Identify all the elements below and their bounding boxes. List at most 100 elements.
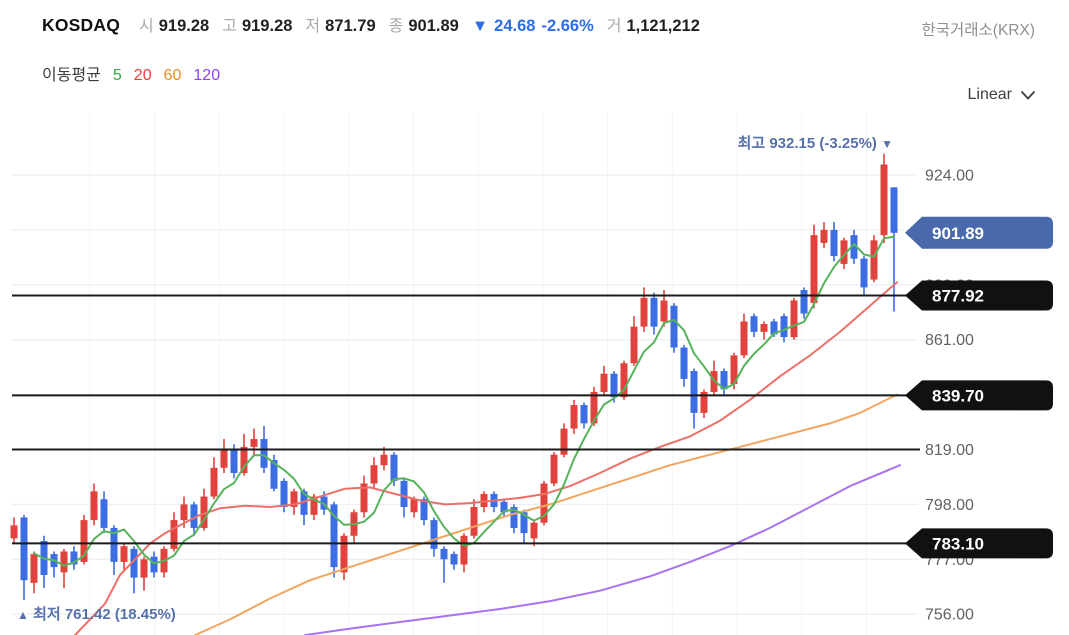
- low-percent: (18.45%): [114, 606, 176, 623]
- scale-selector-label: Linear: [967, 86, 1012, 103]
- candle-body: [460, 535, 468, 565]
- high-percent: (-3.25%): [819, 135, 877, 152]
- candle-body: [240, 446, 248, 474]
- ma120-toggle[interactable]: 120: [193, 67, 221, 84]
- candle-body: [60, 551, 68, 573]
- candle-body: [520, 512, 528, 534]
- candle-body: [530, 522, 538, 539]
- high-value: 932.15: [769, 135, 816, 152]
- quote-header: KOSDAQ 시 919.28 고 919.28 저 871.79 종 901.…: [42, 12, 700, 36]
- candle-body: [470, 507, 478, 536]
- candle-body: [130, 548, 138, 578]
- low-label: 최저: [33, 606, 61, 623]
- high-label: 최고: [737, 135, 766, 152]
- candle-body: [600, 373, 608, 392]
- candle-body: [110, 527, 118, 562]
- candle-body: [190, 504, 198, 528]
- open-field: 시 919.28: [139, 17, 210, 35]
- candle-body: [800, 290, 808, 314]
- candle-body: [640, 297, 648, 327]
- ma-legend: 이동평균 5 20 60 120: [42, 61, 220, 85]
- ma20-toggle[interactable]: 20: [133, 67, 152, 84]
- candle-body: [70, 551, 78, 565]
- ma120-line: [304, 464, 901, 635]
- price-badge-value: 901.89: [932, 224, 984, 243]
- candle-body: [880, 164, 888, 236]
- candle-body: [890, 187, 898, 233]
- candle-body: [820, 229, 828, 243]
- candle-body: [610, 373, 618, 398]
- candle-body: [560, 428, 568, 455]
- candle-body: [780, 316, 788, 338]
- candle-body: [700, 391, 708, 413]
- candle-body: [810, 235, 818, 304]
- scale-selector[interactable]: Linear: [968, 86, 1035, 104]
- candle-body: [420, 499, 428, 521]
- candle-body: [650, 297, 658, 327]
- candle-body: [200, 496, 208, 528]
- price-badge: [905, 528, 1053, 559]
- candle-body: [90, 491, 98, 521]
- price-change: ▼ 24.68 -2.66%: [472, 17, 594, 36]
- candle-body: [210, 467, 218, 497]
- candle-body: [370, 465, 378, 484]
- candle-body: [260, 439, 268, 468]
- candle-body: [140, 559, 148, 578]
- candle-body: [10, 525, 18, 539]
- high-annotation: 최고 932.15 (-3.25%) ▼: [738, 132, 893, 153]
- ma60-toggle[interactable]: 60: [163, 67, 182, 84]
- low-value: 761.42: [64, 606, 111, 623]
- candle-body: [750, 316, 758, 332]
- candle-body: [150, 556, 158, 573]
- candle-body: [400, 480, 408, 508]
- candle-body: [770, 321, 778, 335]
- y-axis-label: 861.00: [925, 332, 974, 349]
- ma5-line: [33, 235, 895, 567]
- y-axis-label: 756.00: [925, 607, 974, 624]
- candle-body: [840, 240, 848, 264]
- y-axis-label: 819.00: [925, 442, 974, 459]
- candle-body: [330, 504, 338, 568]
- high-field: 고 919.28: [222, 17, 293, 35]
- candle-body: [290, 491, 298, 508]
- candle-body: [360, 483, 368, 513]
- candle-body: [120, 546, 128, 562]
- volume-field: 거 1,121,212: [606, 17, 700, 35]
- candle-body: [500, 501, 508, 513]
- candle-body: [730, 355, 738, 385]
- candle-body: [690, 371, 698, 413]
- change-percent: -2.66%: [541, 17, 594, 35]
- candle-body: [380, 454, 388, 466]
- candle-body: [310, 496, 318, 515]
- candle-body: [170, 520, 178, 549]
- candle-body: [220, 449, 228, 468]
- ma5-toggle[interactable]: 5: [112, 67, 122, 84]
- price-badge-value: 877.92: [932, 286, 984, 305]
- price-badge-value: 783.10: [932, 534, 984, 553]
- candle-body: [720, 371, 728, 390]
- change-value: 24.68: [494, 17, 536, 35]
- close-field: 종 901.89: [388, 17, 459, 35]
- candle-body: [760, 324, 768, 332]
- candle-body: [590, 391, 598, 424]
- candle-body: [850, 235, 858, 259]
- candle-body: [510, 507, 518, 528]
- candle-body: [580, 405, 588, 424]
- exchange-name: 한국거래소(KRX): [921, 22, 1036, 39]
- candle-body: [80, 520, 88, 562]
- candle-body: [430, 520, 438, 549]
- candle-body: [480, 493, 488, 508]
- candle-body: [740, 321, 748, 356]
- ma60-line: [194, 393, 898, 635]
- candle-body: [870, 240, 878, 280]
- chevron-down-icon: [1021, 90, 1035, 100]
- candle-body: [390, 454, 398, 481]
- candle-body: [410, 499, 418, 513]
- price-badge: [905, 216, 1053, 249]
- candle-body: [270, 459, 278, 489]
- price-badge: [905, 280, 1053, 311]
- price-badge: [905, 380, 1053, 411]
- candle-body: [230, 449, 238, 474]
